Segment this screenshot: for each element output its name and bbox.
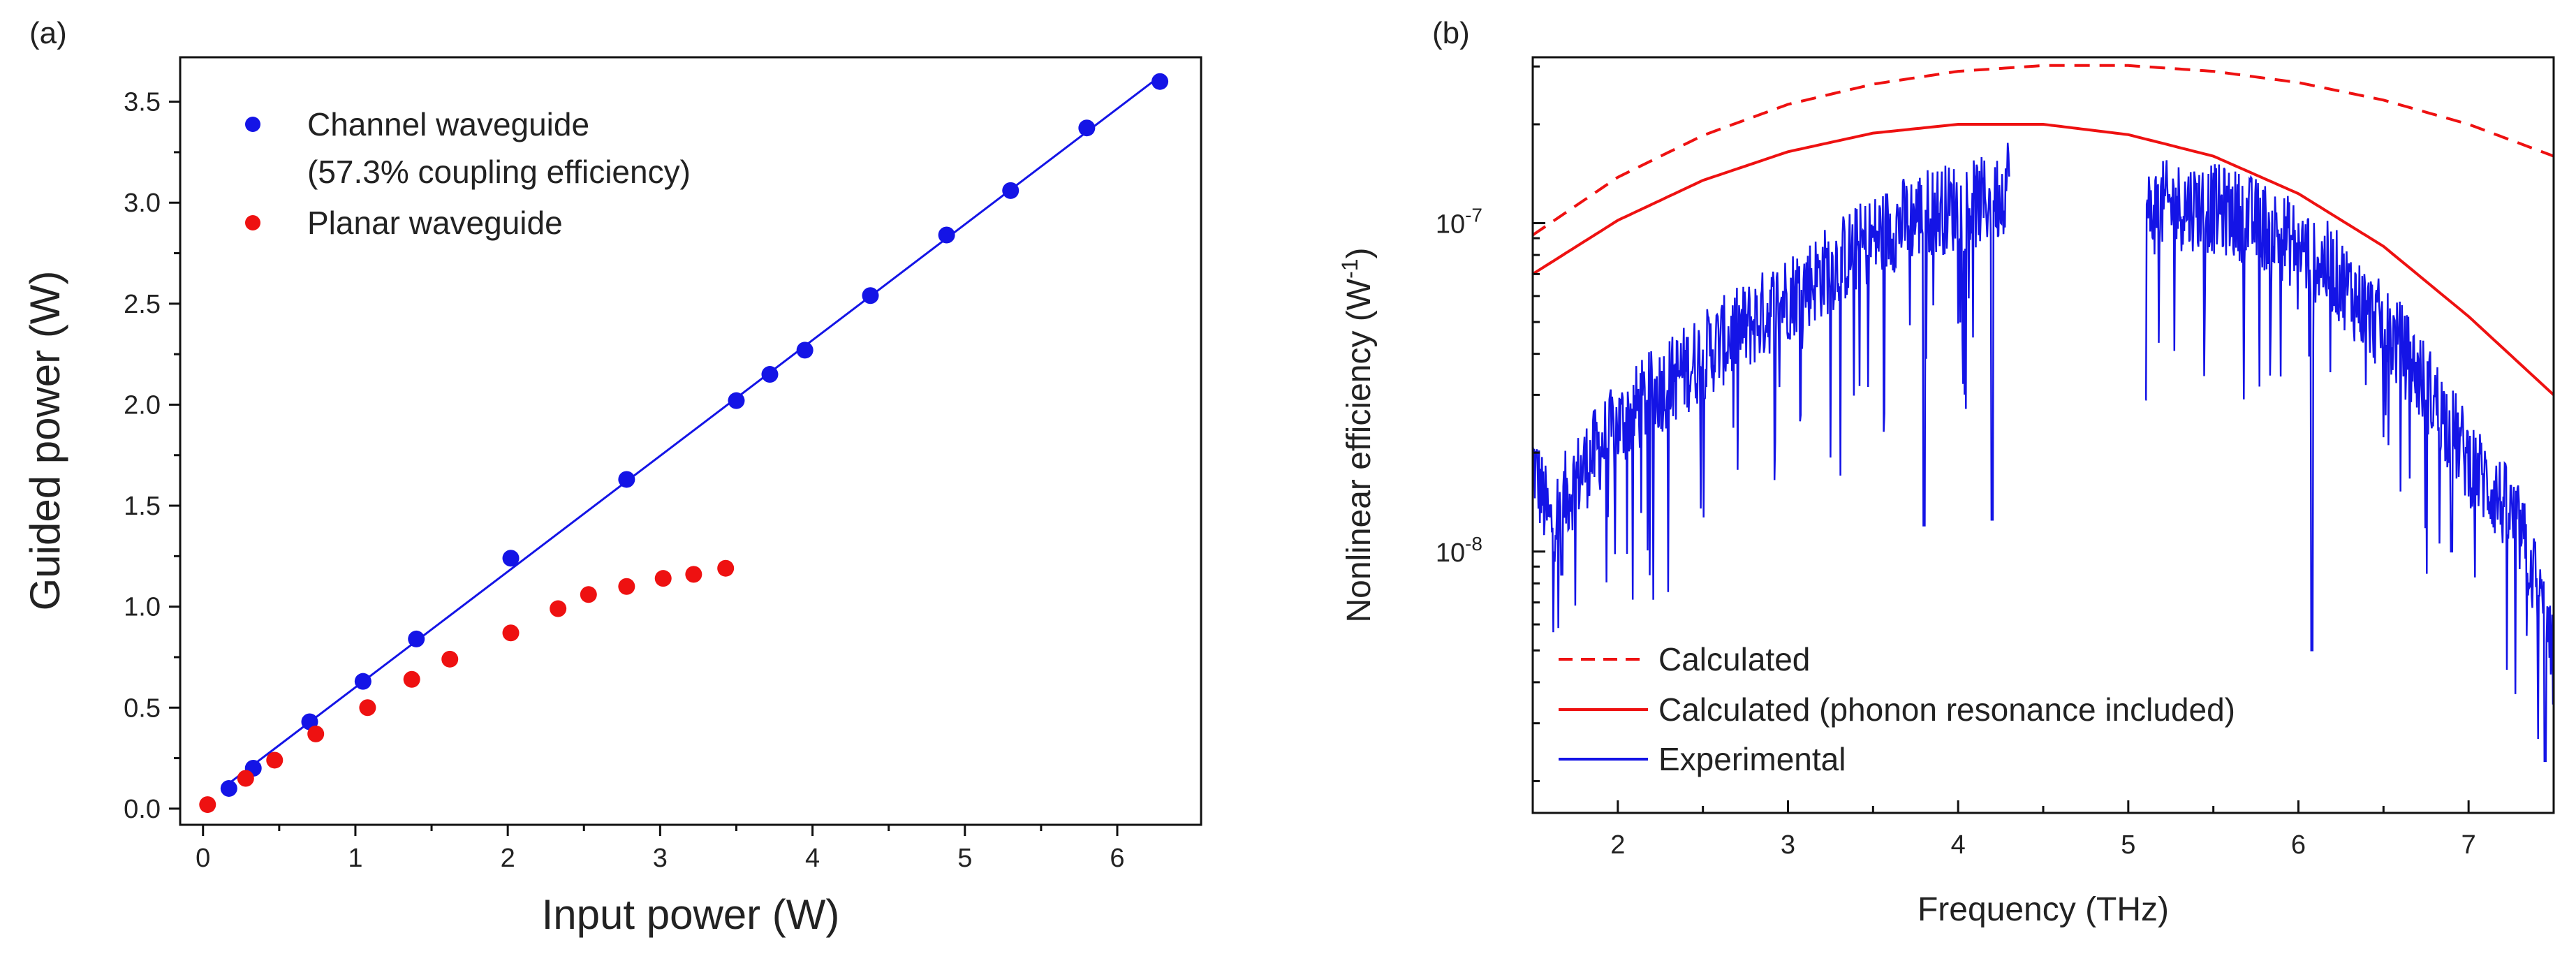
planar-point: [502, 624, 520, 642]
y-axis-title-sup: -1: [1337, 258, 1362, 278]
planar-point: [199, 796, 216, 814]
panel-a-x-axis-title: Input power (W): [542, 891, 840, 938]
channel-point: [220, 779, 237, 797]
y-tick-base: 10: [1436, 538, 1465, 568]
panel-b-label: (b): [1432, 16, 1470, 50]
planar-point: [237, 770, 254, 787]
x-tick-label: 4: [1951, 830, 1966, 860]
panel-a-marks: [199, 73, 1169, 814]
planar-point: [580, 586, 597, 603]
legend-label-calculated: Calculated: [1658, 641, 1810, 677]
panel-a-legend: Channel waveguide (57.3% coupling effici…: [245, 106, 691, 241]
x-tick-label: 1: [348, 844, 362, 873]
channel-point: [938, 226, 955, 244]
planar-point: [359, 699, 376, 717]
x-tick-label: 5: [957, 844, 972, 873]
y-tick-label: 1.5: [124, 492, 161, 521]
channel-point: [354, 673, 371, 690]
panel-a-y-axis-title: Guided power (W): [22, 271, 68, 611]
legend-label-planar: Planar waveguide: [307, 205, 563, 241]
planar-point: [441, 650, 459, 668]
channel-point: [1078, 119, 1096, 137]
y-tick-label: 0.5: [124, 694, 161, 723]
planar-point: [654, 570, 672, 587]
planar-point: [618, 578, 635, 595]
panel-b: (b) 2 3 4 5 6 710-710-8 Frequency (THz) Nonli…: [1337, 16, 2555, 928]
panel-a-ticks: 0 1 2 3 4 5 6 0.0 0.5 1.0 1.5 2.0 2.5 3.0 3.5: [124, 88, 1124, 873]
panel-b-x-axis-title: Frequency (THz): [1918, 891, 2169, 928]
panel-a-frame: [179, 56, 1202, 826]
legend-label-experimental: Experimental: [1658, 741, 1846, 777]
x-tick-label: 3: [653, 844, 668, 873]
panel-b-marks: [1531, 64, 2555, 763]
y-tick-label: 2.0: [124, 390, 161, 420]
planar-point: [307, 725, 325, 742]
y-tick-base: 10: [1436, 210, 1465, 240]
legend-label-phonon: Calculated (phonon resonance included): [1658, 691, 2235, 728]
channel-point: [761, 366, 779, 383]
y-tick-label: 0.0: [124, 795, 161, 824]
experimental-curve-segment-2: [2144, 160, 2555, 763]
panel-b-ticks: 2 3 4 5 6 710-710-8: [1436, 65, 2555, 860]
panel-a-label: (a): [29, 16, 67, 50]
channel-point: [502, 550, 520, 567]
channel-point: [618, 471, 635, 488]
y-tick-label: 3.5: [124, 88, 161, 117]
x-tick-label: 2: [501, 844, 515, 873]
y-tick-label: 10-7: [1436, 205, 1482, 240]
x-tick-label: 4: [805, 844, 820, 873]
channel-point: [728, 392, 745, 409]
channel-point: [1002, 182, 1020, 199]
x-tick-label: 7: [2461, 830, 2476, 860]
y-axis-title-text: Nonlinear efficiency (W: [1341, 278, 1378, 622]
y-axis-title-end: ): [1341, 247, 1378, 258]
panel-b-y-axis-title: Nonlinear efficiency (W-1): [1337, 247, 1378, 622]
x-tick-label: 5: [2121, 830, 2135, 860]
planar-point: [403, 670, 420, 688]
x-tick-label: 6: [1110, 844, 1124, 873]
planar-point: [717, 559, 735, 577]
channel-point: [862, 287, 879, 304]
legend-label-channel: Channel waveguide: [307, 106, 589, 142]
x-tick-label: 0: [196, 844, 210, 873]
y-tick-label: 2.5: [124, 290, 161, 319]
y-tick-exponent: -7: [1465, 205, 1482, 226]
legend-marker-channel: [245, 117, 260, 132]
x-tick-label: 6: [2291, 830, 2306, 860]
calculated-curve: [1531, 64, 2554, 237]
y-tick-label: 3.0: [124, 189, 161, 218]
channel-point: [1151, 73, 1169, 90]
x-tick-label: 3: [1781, 830, 1795, 860]
panel-a: (a) 0 1 2 3 4 5 6 0.0 0.5 1.0 1.5 2.0 2.5 3.0 3.5 Inpu…: [22, 16, 1202, 938]
legend-label-channel-efficiency: (57.3% coupling efficiency): [307, 154, 691, 190]
planar-point: [685, 566, 702, 583]
y-tick-label: 1.0: [124, 593, 161, 622]
y-tick-label: 10-8: [1436, 533, 1482, 568]
legend-marker-planar: [245, 215, 260, 230]
experimental-curve-segment-1: [1531, 142, 2010, 633]
channel-point: [408, 630, 425, 647]
planar-point: [550, 600, 567, 617]
x-tick-label: 2: [1610, 830, 1625, 860]
panel-b-legend: Calculated Calculated (phonon resonance …: [1559, 641, 2235, 777]
channel-point: [796, 342, 814, 359]
y-tick-exponent: -8: [1465, 533, 1482, 555]
calculated-phonon-curve: [1531, 123, 2555, 396]
planar-point: [266, 751, 284, 769]
